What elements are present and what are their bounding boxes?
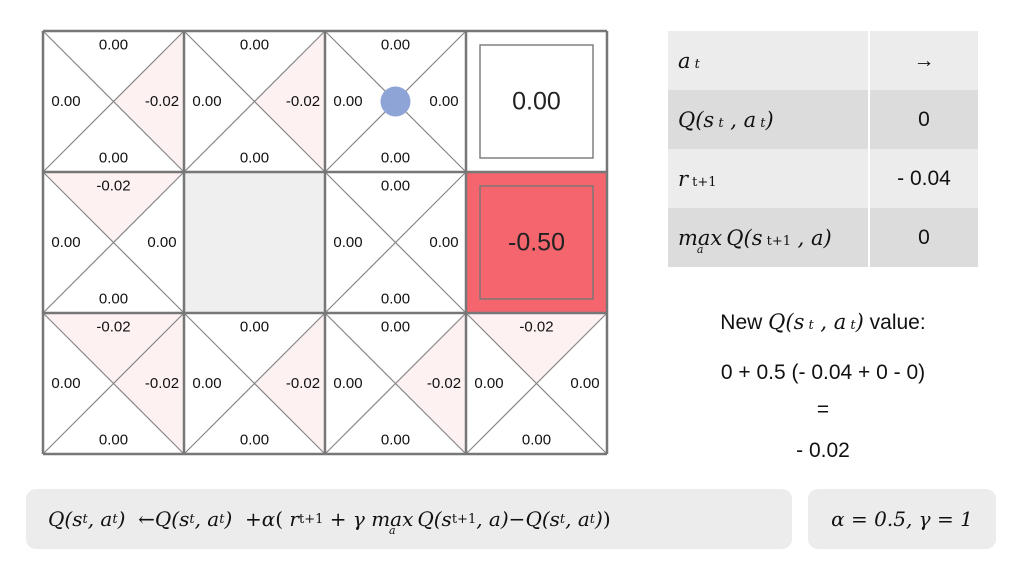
new-q-expression: 0 + 0.5 (- 0.04 + 0 - 0) <box>720 361 926 384</box>
q-value-down: 0.00 <box>381 150 410 167</box>
q-value-down: 0.00 <box>381 291 410 308</box>
info-row-action: a t → <box>668 31 978 90</box>
q-value-left: 0.00 <box>51 234 80 251</box>
terminal-cell-background <box>466 172 607 313</box>
cell-diagonal <box>183 30 326 173</box>
action-label: a t <box>668 31 870 90</box>
grid-cell-r1-c2: 0.00 0.00 0.00 -0.02 <box>183 30 326 173</box>
wall-cell <box>184 172 325 313</box>
q-value-left: 0.00 <box>333 234 362 251</box>
q-value-right: 0.00 <box>429 93 458 110</box>
q-value-up: 0.00 <box>240 37 269 54</box>
grid-cell-r2-c3: 0.00 0.00 0.00 0.00 <box>324 171 467 314</box>
terminal-inner-square <box>479 185 594 300</box>
q-value-up: 0.00 <box>381 37 410 54</box>
q-value-up: 0.00 <box>99 37 128 54</box>
q-value-up: 0.00 <box>240 319 269 336</box>
action-arrow: → <box>869 31 978 90</box>
q-value-left: 0.00 <box>333 93 362 110</box>
q-update-info-table: a t → Q(s t , a t) 0 r t+1 - 0.04 max a Q(… <box>668 31 978 267</box>
grid-cell-r3-c1: -0.02 0.00 0.00 -0.02 <box>42 312 185 455</box>
terminal-inner-square <box>479 44 594 159</box>
q-value-right: -0.02 <box>145 93 179 110</box>
info-row-reward: r t+1 - 0.04 <box>668 149 978 208</box>
q-value-right: 0.00 <box>429 234 458 251</box>
q-value-right: -0.02 <box>286 93 320 110</box>
max-q-label: max a Q(s t+1 , a) <box>668 208 870 267</box>
q-value-down: 0.00 <box>522 432 551 449</box>
q-value-up: 0.00 <box>381 319 410 336</box>
info-row-q: Q(s t , a t) 0 <box>668 90 978 149</box>
max-q-value: 0 <box>869 208 978 267</box>
q-value-right: -0.02 <box>145 375 179 392</box>
grid-cell-r2-c1: -0.02 0.00 0.00 0.00 <box>42 171 185 314</box>
hyperparameters: α = 0.5, γ = 1 <box>808 489 996 549</box>
negative-q-triangle-up <box>43 313 184 384</box>
agent-marker <box>380 86 411 117</box>
q-value-left: 0.00 <box>192 93 221 110</box>
cell-diagonal <box>183 312 326 455</box>
grid-cell-r1-c4: 0.00 <box>466 31 607 172</box>
new-q-equals: = <box>816 398 830 421</box>
cell-diagonal <box>465 312 608 455</box>
grid-cell-r3-c4: -0.02 0.00 0.00 0.00 <box>465 312 608 455</box>
q-value-up: -0.02 <box>96 319 130 336</box>
q-value-down: 0.00 <box>240 432 269 449</box>
q-value-left: 0.00 <box>333 375 362 392</box>
grid-cell-r1-c1: 0.00 0.00 0.00 -0.02 <box>42 30 185 173</box>
negative-q-triangle-right <box>395 313 466 454</box>
cell-diagonal <box>42 171 185 314</box>
negative-q-triangle-right <box>254 313 325 454</box>
q-value-down: 0.00 <box>99 432 128 449</box>
cell-diagonal <box>324 171 467 314</box>
q-value-right: -0.02 <box>427 375 461 392</box>
negative-q-triangle-right <box>113 313 184 454</box>
cell-diagonal <box>324 312 467 455</box>
q-value: 0 <box>869 90 978 149</box>
grid-cell-r2-c4: -0.50 <box>466 172 607 313</box>
grid-cell-r1-c3: 0.00 0.00 0.00 0.00 <box>324 30 467 173</box>
q-value-up: 0.00 <box>381 178 410 195</box>
negative-q-triangle-up <box>466 313 607 384</box>
negative-q-triangle-right <box>254 31 325 172</box>
q-value-up: -0.02 <box>96 178 130 195</box>
grid-cell-r3-c2: 0.00 0.00 0.00 -0.02 <box>183 312 326 455</box>
new-q-result: - 0.02 <box>796 439 850 462</box>
q-value-left: 0.00 <box>474 375 503 392</box>
q-learning-update-formula: Q(s t , a t) ← Q(s t , a t) + α( r t+1 + γ… <box>26 489 792 549</box>
grid-cell-r2-c2 <box>184 172 325 313</box>
terminal-value: -0.50 <box>508 229 565 257</box>
q-value-left: 0.00 <box>192 375 221 392</box>
negative-q-triangle-right <box>113 31 184 172</box>
q-value-down: 0.00 <box>99 291 128 308</box>
new-q-heading-symbol: Q(s t , a t) <box>768 310 864 334</box>
grid-cell-r3-c3: 0.00 0.00 0.00 -0.02 <box>324 312 467 455</box>
new-q-heading: New Q(s t , a t) value: <box>668 310 978 335</box>
new-q-heading-suffix: value: <box>869 311 926 334</box>
q-value-left: 0.00 <box>51 93 80 110</box>
cell-diagonal <box>42 30 185 173</box>
q-label: Q(s t , a t) <box>668 90 870 149</box>
terminal-value: 0.00 <box>512 88 561 116</box>
q-value-down: 0.00 <box>381 432 410 449</box>
reward-label: r t+1 <box>668 149 870 208</box>
q-value-right: 0.00 <box>147 234 176 251</box>
negative-q-triangle-up <box>43 172 184 243</box>
q-value-down: 0.00 <box>240 150 269 167</box>
q-value-right: 0.00 <box>570 375 599 392</box>
terminal-cell-background <box>466 31 607 172</box>
q-value-right: -0.02 <box>286 375 320 392</box>
info-row-max-q: max a Q(s t+1 , a) 0 <box>668 208 978 267</box>
q-value-down: 0.00 <box>99 150 128 167</box>
reward-value: - 0.04 <box>869 149 978 208</box>
new-q-heading-prefix: New <box>720 311 763 334</box>
q-value-up: -0.02 <box>519 319 553 336</box>
cell-diagonal <box>42 312 185 455</box>
q-value-left: 0.00 <box>51 375 80 392</box>
